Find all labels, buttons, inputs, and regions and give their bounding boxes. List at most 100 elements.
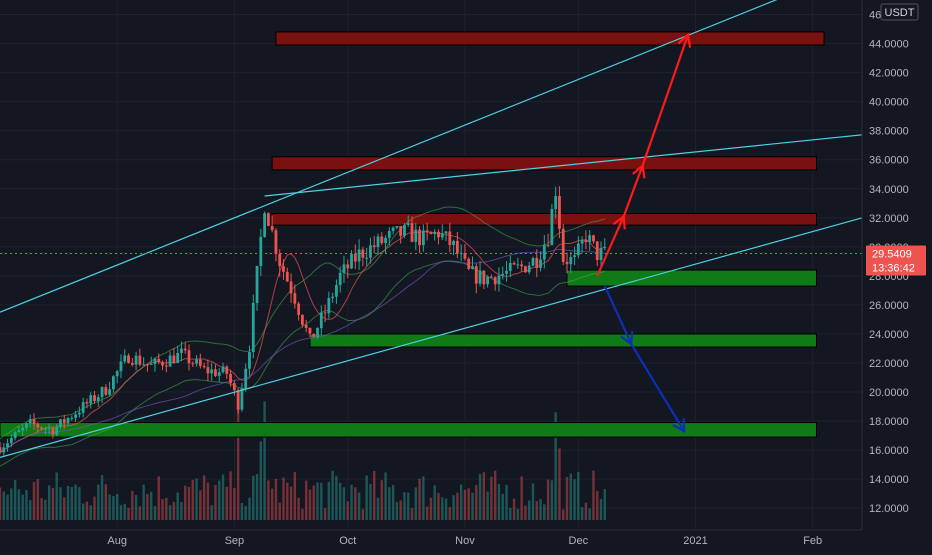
volume-bar bbox=[165, 497, 168, 520]
resistance-zone[interactable] bbox=[271, 156, 817, 171]
candle-body bbox=[425, 230, 429, 233]
candle-body bbox=[429, 232, 433, 234]
volume-bar bbox=[580, 507, 584, 520]
volume-bar bbox=[184, 485, 187, 520]
volume-bar bbox=[543, 504, 546, 520]
projection-arrow-layer[interactable] bbox=[596, 32, 692, 434]
candle-body bbox=[62, 419, 66, 423]
up-projection-arrow[interactable] bbox=[596, 34, 690, 277]
candle-body bbox=[353, 253, 357, 262]
candle-body bbox=[308, 328, 312, 334]
candle-body bbox=[157, 358, 161, 363]
volume-bar bbox=[429, 497, 433, 520]
volume-bar bbox=[214, 485, 217, 520]
trendline-layer[interactable] bbox=[0, 0, 889, 458]
candle-body bbox=[319, 312, 323, 329]
volume-bar bbox=[373, 470, 376, 520]
volume-bar bbox=[301, 508, 304, 520]
resistance-zone[interactable] bbox=[271, 212, 817, 226]
volume-bar bbox=[47, 485, 51, 520]
volume-bar bbox=[501, 493, 504, 520]
candle-body bbox=[316, 328, 319, 337]
candle-body bbox=[225, 366, 229, 374]
volume-bar bbox=[380, 480, 383, 520]
support-zone[interactable] bbox=[309, 333, 817, 348]
volume-bar bbox=[546, 479, 550, 520]
candle-body bbox=[96, 397, 100, 402]
volume-bar bbox=[6, 494, 9, 520]
candle-body bbox=[77, 412, 81, 415]
candle-body bbox=[51, 428, 55, 435]
trendline[interactable] bbox=[0, 209, 889, 458]
time-tick-label: Oct bbox=[339, 535, 356, 547]
candle-body bbox=[433, 231, 437, 234]
candle-body bbox=[493, 277, 497, 285]
current-price-tag bbox=[866, 245, 926, 276]
candle-body bbox=[130, 362, 134, 365]
volume-bar bbox=[539, 499, 542, 520]
candle-body bbox=[304, 324, 308, 329]
countdown-value: 13:36:42 bbox=[872, 263, 915, 275]
candle-body bbox=[531, 257, 535, 266]
volume-bar bbox=[100, 475, 104, 520]
candle-body bbox=[520, 264, 524, 267]
volume-bar bbox=[153, 506, 157, 520]
volume-bar bbox=[44, 499, 47, 520]
candle-body bbox=[263, 213, 266, 237]
candle-body bbox=[524, 266, 527, 273]
volume-bar bbox=[395, 502, 399, 520]
volume-bar bbox=[407, 492, 410, 520]
candle-body bbox=[115, 371, 119, 377]
volume-bar bbox=[497, 484, 501, 520]
volume-bar bbox=[410, 508, 414, 520]
volume-bar bbox=[577, 471, 580, 520]
candle-body bbox=[100, 387, 104, 398]
time-axis-panel[interactable] bbox=[0, 530, 932, 550]
trendline[interactable] bbox=[264, 131, 889, 197]
volume-bar bbox=[59, 487, 62, 520]
candle-body bbox=[112, 376, 115, 390]
volume-bar bbox=[565, 476, 569, 520]
volume-bar bbox=[339, 482, 342, 520]
volume-bar bbox=[157, 476, 160, 520]
candle-body bbox=[6, 443, 9, 448]
volume-bar bbox=[210, 505, 213, 520]
candle-body bbox=[323, 312, 327, 314]
time-tick-label: Sep bbox=[225, 535, 245, 547]
volume-bar bbox=[531, 483, 535, 520]
zone-layer[interactable] bbox=[0, 31, 825, 438]
time-tick-label: Dec bbox=[569, 535, 589, 547]
candle-body bbox=[2, 447, 6, 453]
currency-badge[interactable]: USDT bbox=[880, 3, 919, 21]
support-zone[interactable] bbox=[0, 422, 817, 438]
candle-body bbox=[573, 255, 576, 258]
candle-body bbox=[508, 262, 512, 271]
volume-bar bbox=[437, 493, 440, 520]
volume-bar bbox=[248, 497, 251, 520]
volume-bar bbox=[131, 490, 134, 520]
support-zone[interactable] bbox=[566, 269, 817, 287]
volume-bar bbox=[456, 492, 459, 520]
volume-bar bbox=[21, 494, 24, 520]
resistance-zone[interactable] bbox=[275, 31, 825, 46]
volume-bar bbox=[199, 490, 202, 520]
volume-bar bbox=[225, 486, 228, 520]
trendline[interactable] bbox=[0, 0, 794, 313]
candle-body bbox=[180, 348, 183, 353]
price-tick-label: 20.0000 bbox=[869, 387, 909, 399]
time-tick-label: Aug bbox=[107, 535, 127, 547]
candle-body bbox=[89, 395, 93, 404]
volume-bar bbox=[433, 485, 436, 520]
candle-body bbox=[539, 259, 542, 268]
candle-body bbox=[172, 355, 176, 363]
candle-body bbox=[198, 359, 202, 366]
candle-body bbox=[176, 352, 180, 363]
candle-body bbox=[482, 270, 486, 285]
candle-body bbox=[361, 249, 365, 258]
volume-bar bbox=[482, 472, 486, 520]
volume-layer bbox=[0, 401, 606, 520]
volume-bar bbox=[603, 489, 606, 520]
currency-badge-frame bbox=[880, 3, 919, 21]
